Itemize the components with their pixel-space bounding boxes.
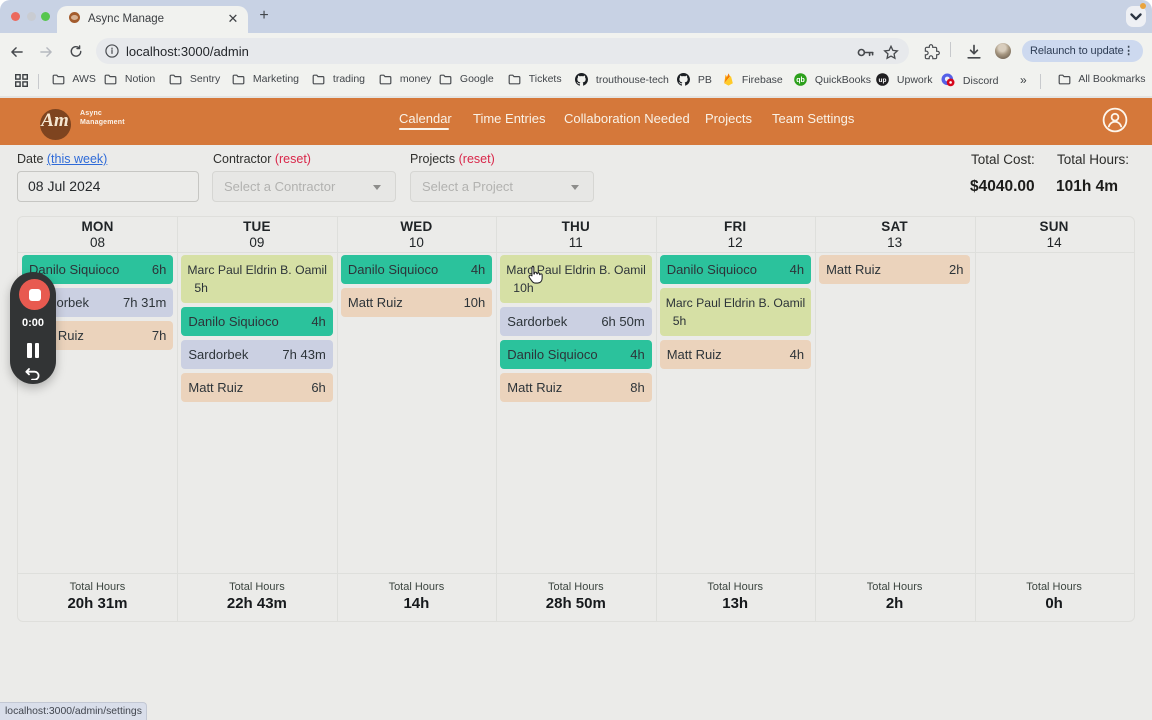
svg-text:up: up [879, 77, 887, 84]
svg-text:qb: qb [796, 77, 805, 84]
